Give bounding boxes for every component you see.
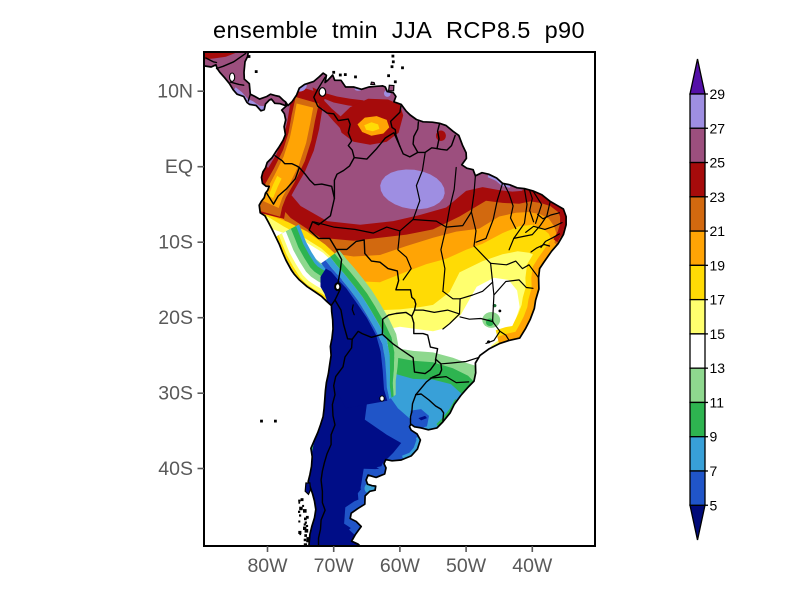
svg-text:29: 29 — [710, 86, 726, 102]
svg-text:10S: 10S — [158, 232, 193, 254]
svg-text:60W: 60W — [380, 555, 421, 577]
svg-text:9: 9 — [710, 429, 718, 445]
svg-text:EQ: EQ — [165, 156, 193, 178]
svg-text:7: 7 — [710, 463, 718, 479]
svg-text:20S: 20S — [158, 307, 193, 329]
svg-text:10N: 10N — [157, 81, 193, 103]
svg-text:15: 15 — [710, 326, 726, 342]
svg-text:50W: 50W — [446, 555, 487, 577]
svg-text:40W: 40W — [512, 555, 553, 577]
svg-text:27: 27 — [710, 120, 726, 136]
svg-text:5: 5 — [710, 497, 718, 513]
svg-text:17: 17 — [710, 292, 726, 308]
svg-text:ensemble tmin JJA RCP8.5 p: ensemble tmin JJA RCP8.5 p90 — [213, 17, 585, 43]
svg-text:30S: 30S — [158, 383, 193, 405]
svg-text:11: 11 — [710, 394, 725, 410]
svg-text:80W: 80W — [247, 555, 288, 577]
svg-text:23: 23 — [710, 189, 726, 205]
svg-text:25: 25 — [710, 155, 726, 171]
svg-text:21: 21 — [710, 223, 726, 239]
svg-text:13: 13 — [710, 360, 726, 376]
svg-text:70W: 70W — [314, 555, 355, 577]
svg-text:40S: 40S — [158, 458, 193, 480]
svg-text:19: 19 — [710, 257, 726, 273]
